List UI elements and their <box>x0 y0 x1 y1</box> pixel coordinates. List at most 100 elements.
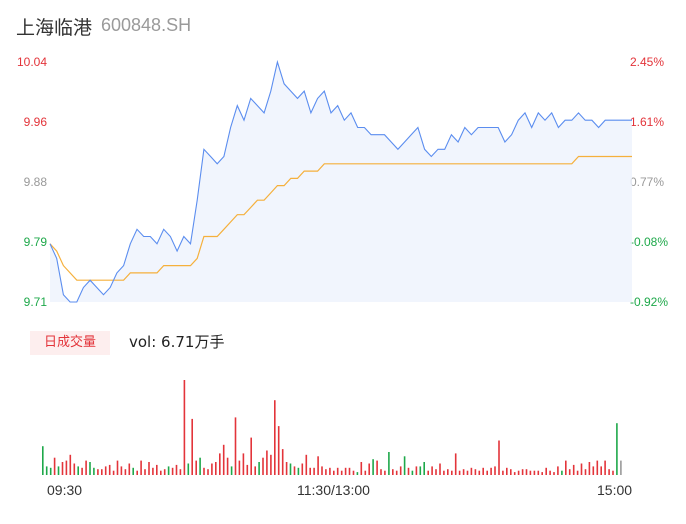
volume-bar <box>411 470 414 475</box>
volume-bar <box>376 460 378 475</box>
volume-bar <box>466 470 469 475</box>
volume-bar <box>45 466 48 475</box>
volume-bar <box>93 467 95 475</box>
volume-bar <box>124 469 127 475</box>
avg-price-line <box>49 155 632 281</box>
volume-bar <box>576 470 579 475</box>
volume-bar <box>403 456 406 475</box>
volume-bar <box>325 469 327 475</box>
volume-bar <box>490 467 492 475</box>
volume-bar <box>510 469 512 475</box>
volume-bar <box>494 466 496 475</box>
volume-bar <box>305 454 308 475</box>
volume-bar <box>620 460 622 475</box>
y-right-tick: -0.08% <box>630 235 669 249</box>
volume-bar <box>486 470 488 475</box>
volume-bar <box>329 467 331 475</box>
volume-bar <box>616 423 618 475</box>
volume-bar <box>431 466 433 475</box>
price-line <box>49 59 632 303</box>
volume-bar <box>85 460 87 475</box>
volume-bar <box>226 457 229 475</box>
volume-bar <box>65 460 68 475</box>
volume-bar <box>254 466 256 475</box>
volume-bar <box>372 459 374 475</box>
x-tick: 11:30/13:00 <box>297 482 370 498</box>
volume-bar <box>258 462 260 475</box>
volume-bar <box>297 467 300 475</box>
volume-bar <box>533 470 536 475</box>
volume-bar <box>140 460 142 475</box>
y-right-tick: 1.61% <box>630 115 665 129</box>
volume-bar <box>108 464 111 475</box>
volume-bar <box>568 469 571 475</box>
volume-bar <box>541 472 543 475</box>
volume-bar <box>356 472 359 475</box>
volume-bar <box>274 400 276 475</box>
volume-bar <box>281 449 284 475</box>
volume-bar <box>101 469 103 475</box>
volume-bar <box>612 470 614 475</box>
volume-bar <box>246 464 249 475</box>
volume-bar <box>529 470 532 475</box>
volume-bar <box>132 467 134 475</box>
volume-bar <box>207 469 209 475</box>
volume-bar <box>423 462 425 475</box>
y-right-tick: 2.45% <box>630 55 665 69</box>
volume-bar <box>250 437 252 475</box>
volume-bar <box>183 380 186 475</box>
volume-bar <box>451 470 453 475</box>
volume-bar <box>77 466 79 475</box>
volume-bar <box>549 470 551 475</box>
volume-bar <box>120 466 123 475</box>
volume-bar <box>112 470 115 475</box>
volume-bar <box>81 467 83 475</box>
volume-bar <box>380 469 382 475</box>
volume-bar <box>561 470 563 475</box>
volume-bar <box>171 467 174 475</box>
volume-bar <box>57 466 60 475</box>
volume-bar <box>317 456 319 475</box>
volume-bar <box>179 469 182 475</box>
volume-bar <box>61 462 64 475</box>
volume-bar <box>525 469 528 475</box>
volume-text: vol: 6.71万手 <box>129 333 225 351</box>
volume-bar <box>545 467 547 475</box>
volume-bar <box>160 470 162 475</box>
volume-bar <box>262 457 264 475</box>
volume-bar <box>69 454 72 475</box>
volume-bar <box>156 464 158 475</box>
volume-badge: 日成交量 <box>30 331 110 355</box>
stock-code: 600848.SH <box>101 15 192 35</box>
volume-bar <box>203 467 205 475</box>
volume-bar <box>537 470 540 475</box>
volume-bar <box>163 469 166 475</box>
volume-bar <box>230 466 233 475</box>
volume-bar <box>167 466 170 475</box>
y-left-tick: 9.79 <box>23 235 47 249</box>
volume-bar <box>439 463 441 475</box>
volume-bar <box>521 469 524 475</box>
volume-bar <box>309 467 311 475</box>
volume-bar <box>277 426 280 475</box>
volume-bar <box>604 460 606 475</box>
volume-bar <box>234 417 237 475</box>
volume-bar <box>175 464 178 475</box>
volume-bar <box>289 463 292 475</box>
volume-bar <box>128 463 131 475</box>
volume-bar <box>384 470 386 475</box>
volume-bar <box>596 460 599 475</box>
volume-bar <box>152 467 154 475</box>
volume-bar <box>517 470 520 475</box>
volume-bar <box>336 467 339 475</box>
y-left-tick: 9.96 <box>23 115 47 129</box>
y-right-tick: -0.92% <box>630 295 669 309</box>
volume-bar <box>148 462 150 475</box>
volume-bar <box>348 467 351 475</box>
volume-bar <box>557 466 559 475</box>
volume-bar <box>97 469 99 475</box>
volume-bar <box>454 453 457 475</box>
stock-name: 上海临港 <box>16 17 93 39</box>
volume-bar <box>266 450 268 475</box>
